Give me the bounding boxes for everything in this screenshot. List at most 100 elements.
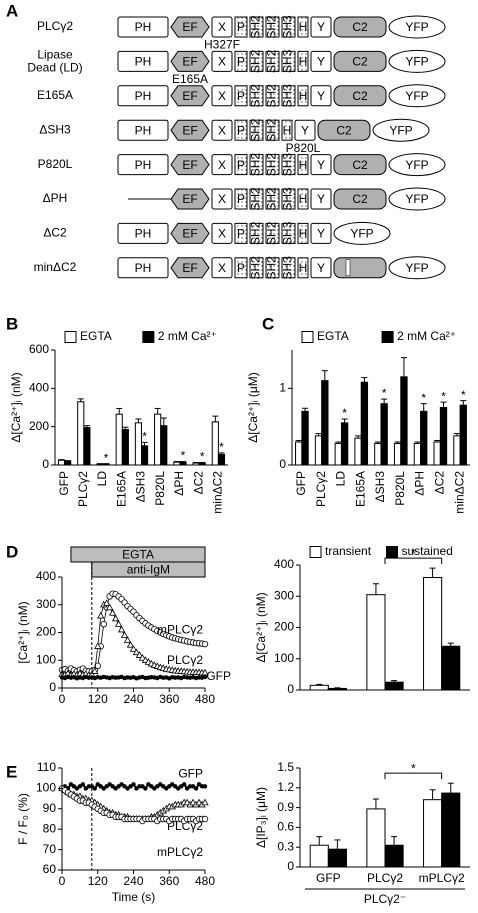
marker <box>126 640 135 648</box>
x-tick-label: minΔC2 <box>211 471 225 514</box>
bar <box>327 848 347 868</box>
domain-label: PH <box>135 55 152 69</box>
domain-label: SH2 <box>265 153 279 177</box>
domain-label: X <box>218 89 226 103</box>
domain-label: X <box>218 158 226 172</box>
domain-label: Y <box>317 89 325 103</box>
bar <box>134 422 143 466</box>
marker <box>80 782 86 787</box>
x-tick-label: ΔC2 <box>433 471 447 495</box>
bar <box>393 443 402 466</box>
y-tick-label: 100 <box>36 781 56 795</box>
marker <box>117 625 126 633</box>
domain-label: Y <box>317 192 325 206</box>
domain-label: EF <box>182 192 197 206</box>
domain-label: YFP <box>405 158 428 172</box>
domain-label: SH2 <box>265 118 279 142</box>
bar <box>384 681 404 691</box>
domain <box>281 154 296 176</box>
marker <box>201 640 209 648</box>
y-axis-label: Δ[Ca²⁺]ᵢ (nM) <box>9 372 23 442</box>
bar <box>301 410 309 466</box>
domain-label: X <box>218 192 226 206</box>
x-tick-label: 480 <box>195 692 215 706</box>
y-tick-label: 0.3 <box>277 839 294 853</box>
bar <box>211 421 219 466</box>
domain <box>211 257 233 279</box>
significance: * <box>421 391 426 405</box>
domain <box>265 222 280 244</box>
domain <box>388 256 446 280</box>
domain-label: P <box>237 227 245 241</box>
x-tick-label: 0 <box>59 874 66 888</box>
domain <box>234 257 248 279</box>
legend-swatch <box>381 331 394 343</box>
domain <box>170 154 210 176</box>
x-tick-label: P820L <box>153 471 167 506</box>
domain-label: EF <box>182 20 197 34</box>
domain-label: SH2 <box>265 256 279 280</box>
domain-label: YFP <box>350 227 373 241</box>
significance: * <box>441 389 446 403</box>
marker <box>193 786 199 791</box>
x-tick-label: ΔC2 <box>191 471 205 495</box>
y-tick-label: 1.2 <box>277 780 294 794</box>
y-tick-label: 400 <box>274 557 294 571</box>
y-tick-label: 90 <box>43 801 57 815</box>
truncation <box>345 259 351 277</box>
domain-label: SH3 <box>281 256 295 280</box>
domain <box>249 85 264 107</box>
domain <box>170 188 210 210</box>
domain-label: H <box>299 20 308 34</box>
bar <box>433 441 441 466</box>
domain-label: SH2 <box>265 84 279 108</box>
domain <box>388 15 446 39</box>
domain <box>265 154 280 176</box>
marker <box>94 662 101 669</box>
bar <box>77 401 85 466</box>
domain-label: YFP <box>389 123 412 137</box>
domain <box>211 222 233 244</box>
legend-label: transient <box>325 544 372 558</box>
y-tick-label: 70 <box>43 842 57 856</box>
x-tick-label: GFP <box>294 471 308 496</box>
domain <box>234 119 248 141</box>
domain <box>211 188 233 210</box>
domain <box>249 50 264 72</box>
series-label: GFP <box>178 767 203 781</box>
domain <box>265 16 280 38</box>
legend-swatch <box>386 546 398 558</box>
bar <box>295 441 303 466</box>
domain-label: SH3 <box>281 49 295 73</box>
marker <box>201 798 209 806</box>
domain-label: SH2 <box>249 256 263 280</box>
domain-label: C2 <box>352 20 368 34</box>
domain <box>170 50 210 72</box>
domain <box>234 188 248 210</box>
row-label: ΔPH <box>43 191 68 205</box>
domain <box>310 50 332 72</box>
domain-label: YFP <box>405 192 428 206</box>
y-tick-label: 0.6 <box>277 820 294 834</box>
marker <box>123 636 132 643</box>
x-tick-label: PLCγ2 <box>367 871 403 885</box>
marker <box>100 620 107 628</box>
x-tick-label: LD <box>95 471 109 487</box>
y-tick-label: 400 <box>36 569 56 583</box>
marker <box>129 645 138 652</box>
bracket <box>384 557 443 565</box>
group-label: PLCγ2⁻ <box>364 892 406 906</box>
mutation-label: E165A <box>172 72 208 86</box>
domain <box>310 85 332 107</box>
legend-swatch <box>142 331 155 343</box>
domain-label: P <box>237 123 245 137</box>
bar <box>441 645 461 691</box>
y-tick-label: 100 <box>274 651 294 665</box>
domain <box>333 16 387 38</box>
domain <box>234 50 248 72</box>
domain <box>388 153 446 177</box>
row-label: ΔSH3 <box>39 122 71 136</box>
legend-swatch <box>301 331 314 343</box>
domain-label: PH <box>135 158 152 172</box>
domain-label: H <box>299 158 308 172</box>
